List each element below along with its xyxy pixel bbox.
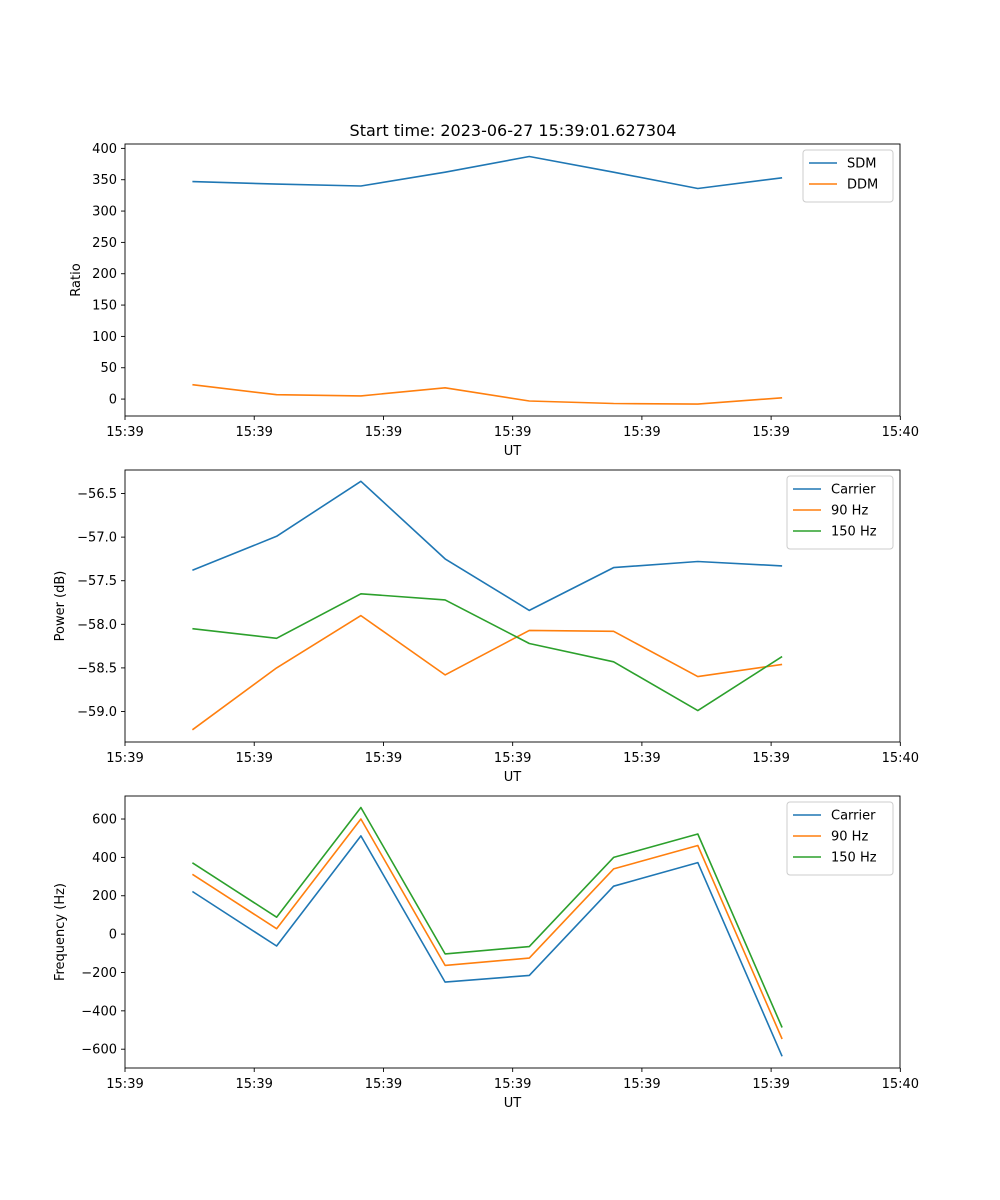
legend: Carrier 90 Hz 150 Hz [786,475,894,550]
axes-frame [124,469,901,743]
y-tick-label: −57.5 [77,574,117,589]
series-line-3 [192,592,783,712]
legend-entry: Carrier [831,483,876,498]
x-tick-label: 15:39 [623,751,660,766]
chart-panel-1: 15:39 15:39 15:39 15:39 15:39 15:39 15:40 0 50 10… [69,142,919,459]
x-tick-label: 15:39 [235,1077,272,1092]
x-tick-label: 15:39 [494,751,531,766]
series-line-2 [191,614,783,731]
legend: SDM DDM [802,149,894,203]
x-axis-label: UT [504,444,522,459]
y-tick-label: −58.0 [77,618,117,633]
figure-title: Start time: 2023-06-27 15:39:01.627304 [350,121,677,140]
x-tick-label: 15:39 [623,425,660,440]
y-tick-label: 50 [100,361,117,376]
y-axis-label: Power (dB) [53,571,68,642]
x-axis-label: UT [504,770,522,785]
legend-entry: Carrier [831,809,876,824]
series-line-1 [192,155,783,190]
y-tick-label: 600 [92,813,117,828]
x-tick-label: 15:39 [494,425,531,440]
series-line-2 [191,818,783,1040]
y-tick-label: −59.0 [77,705,117,720]
axes-frame [124,143,901,417]
y-tick-label: 400 [92,851,117,866]
y-tick-label: 350 [92,173,117,188]
y-tick-label: 200 [92,889,117,904]
x-tick-label: 15:39 [235,425,272,440]
x-tick-label: 15:39 [365,1077,402,1092]
x-tick-label: 15:39 [235,751,272,766]
x-tick-label: 15:40 [882,1077,919,1092]
y-tick-label: −57.0 [77,531,117,546]
chart-panel-3: 15:39 15:39 15:39 15:39 15:39 15:39 15:40 −600 −… [53,795,919,1111]
x-tick-label: 15:39 [494,1077,531,1092]
y-tick-label: −400 [81,1004,117,1019]
axes-frame [124,795,901,1069]
legend: Carrier 90 Hz 150 Hz [786,801,894,876]
x-tick-label: 15:40 [882,425,919,440]
y-tick-label: −56.5 [77,487,117,502]
legend-entry: 150 Hz [831,851,877,866]
x-tick-label: 15:40 [882,751,919,766]
series-line-1 [192,480,783,612]
legend-entry: 150 Hz [831,525,877,540]
y-tick-label: −200 [81,966,117,981]
y-tick-label: −600 [81,1043,117,1058]
x-tick-label: 15:39 [106,751,143,766]
y-tick-label: 250 [92,236,117,251]
series-line-1 [191,835,783,1057]
legend-entry: SDM [847,157,876,172]
y-tick-label: 150 [92,299,117,314]
legend-entry: 90 Hz [831,830,868,845]
y-tick-label: 100 [92,330,117,345]
x-tick-label: 15:39 [106,1077,143,1092]
legend-entry: 90 Hz [831,504,868,519]
x-tick-label: 15:39 [106,425,143,440]
x-tick-label: 15:39 [752,1077,789,1092]
x-tick-label: 15:39 [365,425,402,440]
y-tick-label: −58.5 [77,661,117,676]
y-tick-label: 0 [109,928,117,943]
x-axis-label: UT [504,1096,522,1111]
y-tick-label: 400 [92,142,117,157]
y-tick-label: 200 [92,267,117,282]
y-axis-label: Ratio [69,263,84,296]
series-line-2 [192,383,783,405]
y-axis-label: Frequency (Hz) [53,883,68,981]
x-tick-label: 15:39 [623,1077,660,1092]
chart-panels: 15:39 15:39 15:39 15:39 15:39 15:39 15:40 0 50 10… [53,142,919,1111]
chart-panel-2: 15:39 15:39 15:39 15:39 15:39 15:39 15:40 −59.0… [53,469,919,785]
series-line-3 [191,806,783,1028]
y-tick-label: 300 [92,205,117,220]
x-tick-label: 15:39 [752,751,789,766]
y-tick-label: 0 [109,393,117,408]
legend-entry: DDM [847,178,878,193]
x-tick-label: 15:39 [752,425,789,440]
x-tick-label: 15:39 [365,751,402,766]
